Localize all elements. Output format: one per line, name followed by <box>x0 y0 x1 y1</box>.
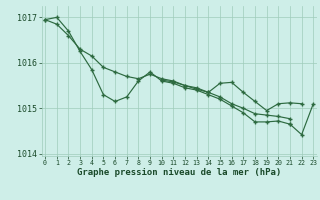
X-axis label: Graphe pression niveau de la mer (hPa): Graphe pression niveau de la mer (hPa) <box>77 168 281 177</box>
